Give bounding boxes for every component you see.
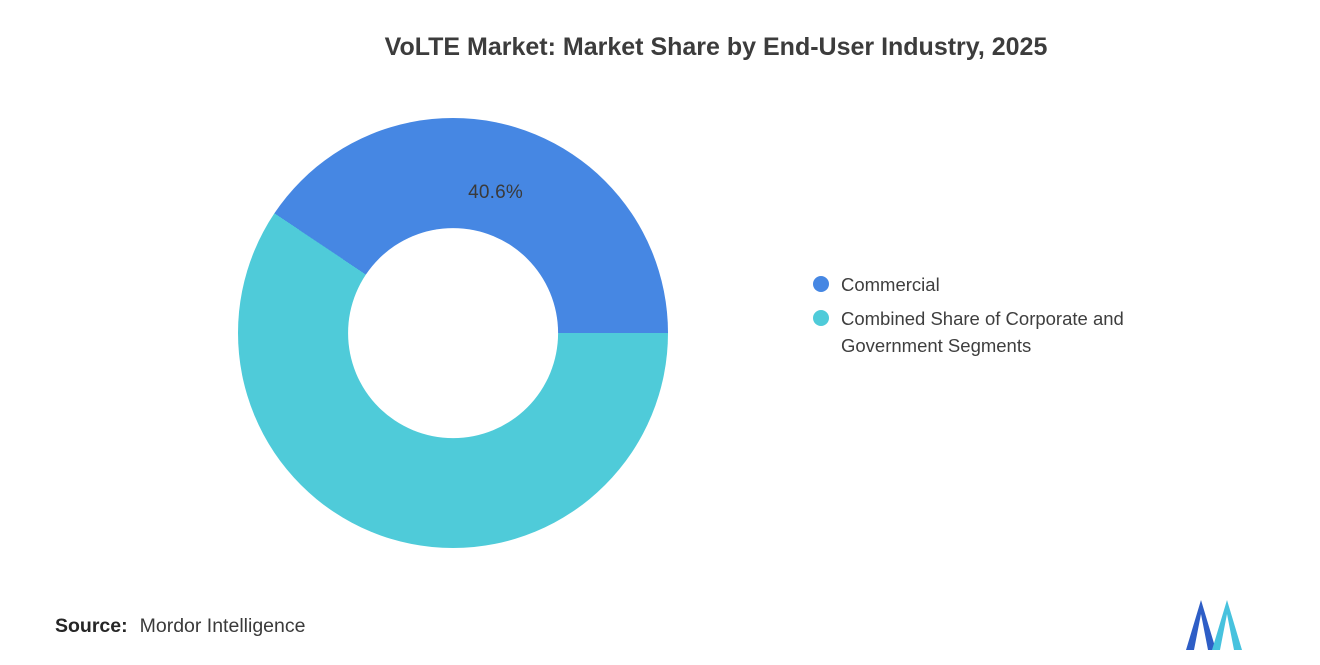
legend-item-commercial: Commercial [813, 271, 1186, 298]
donut-hole [348, 228, 558, 438]
legend-marker-commercial-icon [813, 276, 829, 292]
chart-legend: Commercial Combined Share of Corporate a… [813, 271, 1186, 359]
source-value: Mordor Intelligence [139, 615, 306, 637]
donut-chart: 40.6% [238, 118, 668, 548]
source-label: Source: [55, 615, 128, 637]
source-line: Source: Mordor Intelligence [55, 615, 305, 638]
slice-data-label: 40.6% [468, 182, 523, 204]
logo-right-peak [1212, 600, 1242, 650]
legend-marker-corporate-government-icon [813, 310, 829, 326]
mordor-intelligence-logo [1186, 600, 1242, 650]
logo-left-peak [1186, 600, 1216, 650]
legend-label-commercial: Commercial [841, 274, 940, 295]
legend-item-corporate-government: Combined Share of Corporate and Governme… [813, 305, 1186, 359]
chart-title: VoLTE Market: Market Share by End-User I… [384, 33, 1048, 61]
legend-label-corporate-government: Combined Share of Corporate and Governme… [841, 308, 1124, 356]
